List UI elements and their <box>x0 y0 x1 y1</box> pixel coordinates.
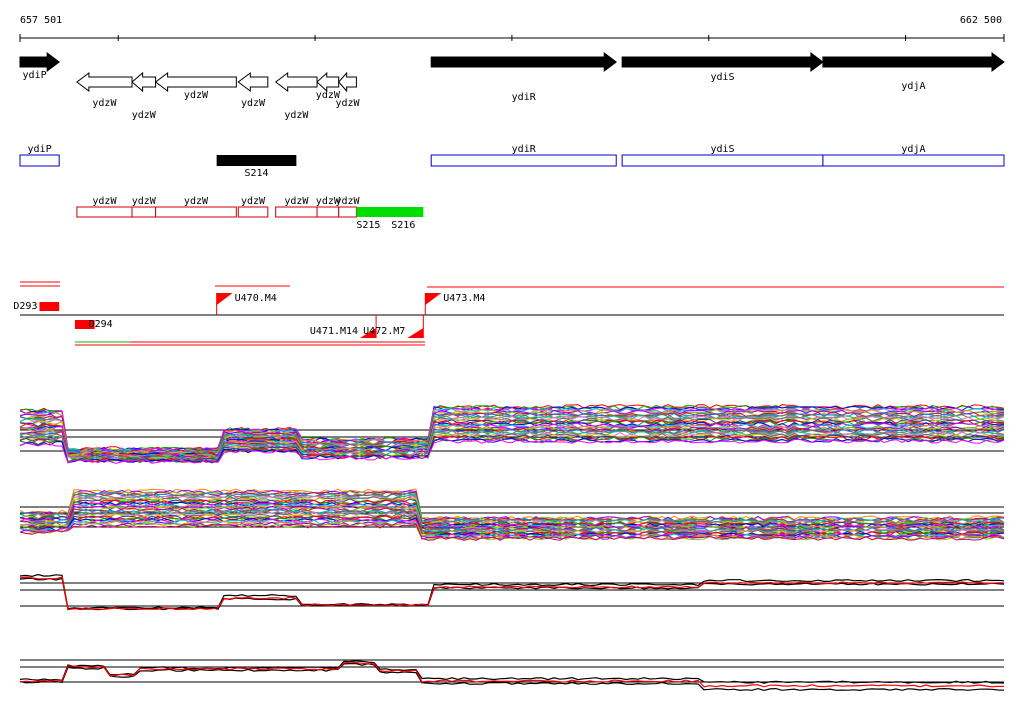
operon-label: ydjA <box>901 144 925 155</box>
srna-track: S214 S215 S216 <box>216 155 424 231</box>
gene-label: ydiP <box>23 70 47 81</box>
gene-arrow <box>274 72 318 92</box>
expression-summary <box>19 660 1005 684</box>
ruler-end-label: 662 500 <box>960 15 1002 26</box>
segment-bar <box>74 320 95 329</box>
expression-profile <box>19 428 1005 461</box>
operon-label: ydzW <box>92 196 117 207</box>
expression-profile <box>19 510 1005 534</box>
gene-label: ydjA <box>901 81 925 92</box>
gene-label: ydzW <box>284 110 309 121</box>
operon-box <box>237 206 269 218</box>
srna-bar <box>356 207 424 217</box>
tss-label: U473.M4 <box>443 293 485 304</box>
srna-label: S214 <box>244 168 268 179</box>
operon-box <box>131 206 157 218</box>
segment-label: D293 <box>13 301 37 312</box>
gene-arrow <box>154 72 237 92</box>
operon-label: ydiP <box>28 144 52 155</box>
expression-profile <box>19 438 1005 464</box>
operon-box <box>621 154 824 167</box>
tss-label: U470.M4 <box>235 293 277 304</box>
gene-label: ydzW <box>92 98 117 109</box>
operon-box <box>76 206 133 218</box>
gene-label: ydiS <box>710 72 734 83</box>
ruler-start-label: 657 501 <box>20 15 62 26</box>
gene-arrow <box>237 72 269 92</box>
gene-label: ydzW <box>184 90 209 101</box>
expression-summary <box>19 661 1004 688</box>
gene-arrow <box>338 71 357 93</box>
gene-arrow <box>316 71 340 93</box>
gene-arrow <box>19 52 61 72</box>
operon-box <box>155 206 237 218</box>
expression-summary <box>19 573 1005 610</box>
srna-label: S216 <box>391 220 415 231</box>
gene-label: ydzW <box>241 98 266 109</box>
operon-label: ydiS <box>710 144 734 155</box>
operon-label: ydzW <box>284 196 309 207</box>
segment-label: D294 <box>89 319 113 330</box>
srna-label: S215 <box>356 220 380 231</box>
expression-profile <box>19 423 1005 459</box>
gene-label: ydzW <box>316 90 341 101</box>
segment-bar <box>39 302 60 311</box>
expression-profile <box>19 523 1005 541</box>
tss-flag <box>407 328 424 338</box>
operon-label: ydzW <box>132 196 157 207</box>
operon-box <box>275 206 318 218</box>
expression-profile <box>19 515 1005 537</box>
tss-flag <box>216 293 233 305</box>
operon-label: ydzW <box>184 196 209 207</box>
operon-label: ydiR <box>512 144 537 155</box>
operon-label: ydzW <box>241 196 266 207</box>
expression-summary <box>19 662 1005 692</box>
operon-box <box>19 154 60 167</box>
expression-summary <box>19 576 1005 611</box>
operon-box <box>338 206 357 218</box>
expression-summary <box>19 577 1005 611</box>
gene-arrow <box>621 52 824 72</box>
operon-label: ydzW <box>335 196 360 207</box>
gene-label: ydiR <box>512 92 537 103</box>
srna-bar <box>216 155 297 166</box>
operon-box <box>316 206 340 218</box>
gene-label: ydzW <box>132 110 157 121</box>
coordinate-ruler: 657 501 662 500 <box>19 15 1005 42</box>
operon-box <box>822 154 1005 167</box>
tss-label: U472.M7 <box>363 326 405 337</box>
gene-arrow <box>430 52 618 72</box>
operon-box <box>430 154 617 167</box>
tss-flag <box>425 293 442 305</box>
gene-track: ydiPydzWydzWydzWydzWydzWydzWydzWydiRydiS… <box>19 52 1005 121</box>
gene-arrow <box>822 52 1005 72</box>
operon-label: ydzW <box>316 196 341 207</box>
tss-label: U471.M14 <box>310 326 358 337</box>
gene-arrow <box>76 72 133 92</box>
expression-tracks <box>19 403 1005 692</box>
transcription-start-track: D293 D294 U470.M4 U473.M4 U471.M14 U472.M7 <box>13 281 1004 346</box>
gene-label: ydzW <box>335 98 360 109</box>
tss-flag <box>360 328 377 338</box>
ruler-ticks <box>19 34 1005 42</box>
gene-arrow <box>131 71 157 93</box>
